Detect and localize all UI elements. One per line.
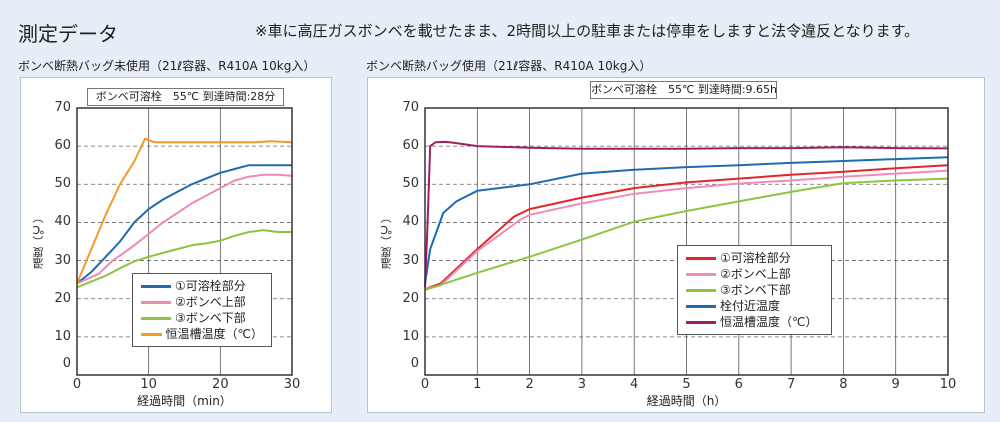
legend-item: 恒温槽温度（℃） [686,314,823,330]
y-tick-label: 20 [54,290,71,306]
y-tick-label: 30 [54,252,71,268]
legend-label: 恒温槽温度（℃） [165,327,263,341]
legend-swatch [686,320,716,324]
legend-item: 栓付近温度 [686,298,823,314]
legend: ①可溶栓部分 ②ボンベ上部 ③ボンベ下部 栓付近温度恒温槽温度（℃） [677,245,832,335]
y-tick-label: 40 [54,214,71,230]
x-tick-label: 0 [72,377,82,392]
y-tick-label: 10 [402,328,419,344]
legend-label: ②ボンベ上部 [720,267,791,281]
x-tick-label: 9 [891,377,900,392]
legend-swatch [686,304,716,308]
chart-title-right: ボンベ断熱バッグ使用（21ℓ容器、R410A 10kg入） [366,59,652,73]
chart-panel-right [367,77,985,413]
x-tick-label: 4 [630,377,639,392]
legend-swatch [141,284,171,288]
x-tick-label: 10 [140,377,157,392]
series-line-0 [76,164,292,285]
y-tick-label: 40 [402,214,419,230]
series-line-0 [424,164,949,291]
x-tick-label: 1 [473,377,482,392]
y-axis-label: 温度（℃） [380,211,393,269]
x-tick-label: 30 [283,377,301,392]
y-tick-label: 20 [402,290,419,306]
y-tick-label: 60 [402,138,419,154]
x-axis-label: 経過時間（min） [137,394,232,408]
legend-label: 恒温槽温度（℃） [720,315,818,329]
y-tick-label: 60 [54,138,71,154]
y-tick-label: 10 [54,328,71,344]
x-tick-label: 8 [839,377,848,392]
legend: ①可溶栓部分 ②ボンベ上部 ③ボンベ下部恒温槽温度（℃） [132,273,272,347]
y-tick-label: 70 [54,100,71,115]
legend-label: 栓付近温度 [720,299,781,313]
legend-label: ②ボンベ上部 [175,295,246,309]
legend-label: ③ボンベ下部 [720,283,791,297]
legend-label: ①可溶栓部分 [175,279,246,293]
legal-notice: ※車に高圧ガスボンベを載せたまま、2時間以上の駐車または停車をしますと法令違反と… [255,22,920,40]
legend-item: ②ボンベ上部 [686,266,823,282]
legend-swatch [686,288,716,292]
x-axis-label: 経過時間（h） [646,394,727,408]
y-tick-label: 70 [402,100,419,115]
x-tick-label: 3 [577,377,587,392]
info-box: ボンベ可溶栓 55℃ 到達時間:9.65h [590,81,777,99]
x-tick-label: 5 [682,377,691,392]
series-line-2 [424,177,949,291]
chart-title-left: ボンベ断熱バッグ未使用（21ℓ容器、R410A 10kg入） [18,59,316,73]
series-line-1 [76,173,293,285]
y-tick-label: 0 [62,356,71,371]
x-tick-label: 7 [786,377,796,392]
y-tick-label: 30 [402,252,419,268]
legend-item: ③ボンベ下部 [686,282,823,298]
y-tick-label: 0 [410,356,419,371]
series-line-3 [76,137,293,284]
plot-frame [424,107,949,376]
legend-swatch [141,332,162,336]
legend-label: ①可溶栓部分 [720,251,791,265]
legend-swatch [141,316,171,320]
series-line-4 [424,140,949,288]
x-tick-label: 2 [525,377,534,392]
page-title: 測定データ [18,22,118,46]
legend-swatch [686,256,716,260]
series-line-2 [76,229,292,289]
y-tick-label: 50 [402,176,419,192]
legend-label: ③ボンベ下部 [175,311,246,325]
legend-item: 恒温槽温度（℃） [141,326,263,342]
legend-swatch [141,300,171,304]
x-tick-label: 20 [212,377,229,392]
legend-swatch [686,272,716,276]
series-line-3 [424,156,949,284]
chart-panel-left [20,77,332,413]
x-tick-label: 0 [420,377,430,392]
series-line-1 [424,169,949,291]
info-box: ボンベ可溶栓 55℃ 到達時間:28分 [87,88,284,106]
x-tick-label: 10 [939,377,957,392]
plot-frame [76,107,293,376]
legend-item: ②ボンベ上部 [141,294,263,310]
legend-item: ①可溶栓部分 [141,278,263,294]
y-tick-label: 50 [54,176,71,192]
legend-item: ①可溶栓部分 [686,250,823,266]
legend-item: ③ボンベ下部 [141,310,263,326]
x-tick-label: 6 [734,377,743,392]
